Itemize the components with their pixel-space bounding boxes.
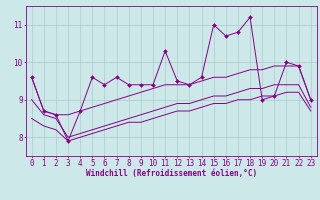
X-axis label: Windchill (Refroidissement éolien,°C): Windchill (Refroidissement éolien,°C) bbox=[86, 169, 257, 178]
